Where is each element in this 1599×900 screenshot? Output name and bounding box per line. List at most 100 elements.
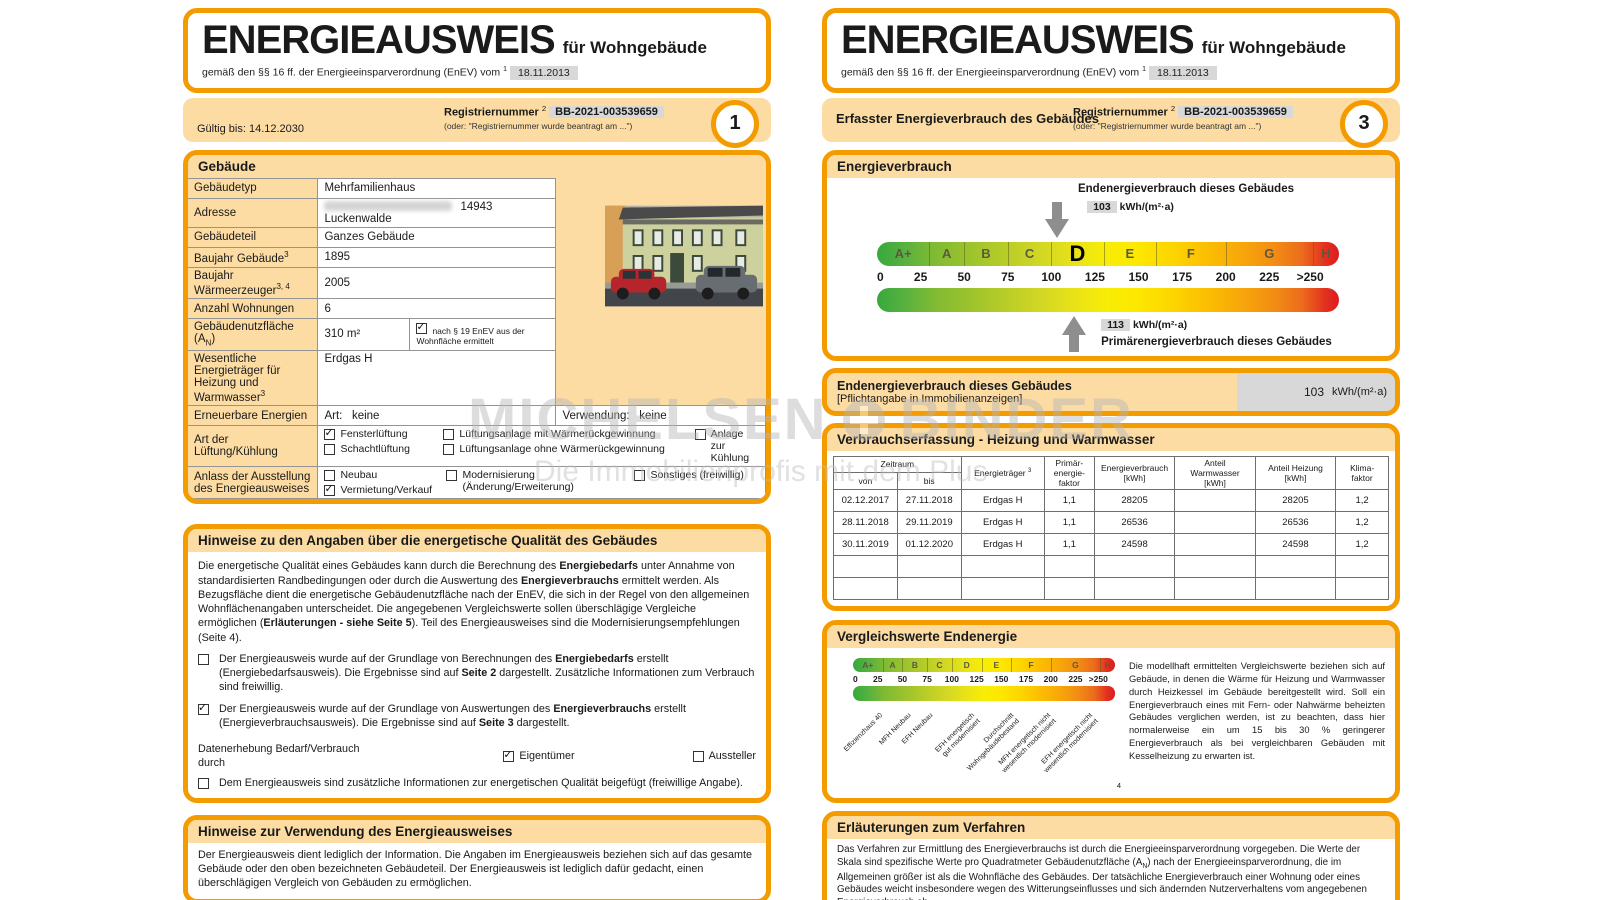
scale-letter-band: A+ A B C D E F G H [853,658,1115,673]
registration-block: Registriernummer 2 BB-2021-003539659 (od… [444,104,699,131]
tick-label: 150 [1128,269,1149,284]
registration-number: BB-2021-003539659 [549,106,664,119]
table-cell: 1,1 [1043,533,1095,557]
page-number-badge: 3 [1340,99,1388,148]
table-cell: 01.12.2020 [896,533,962,557]
table-cell: 26536 [1254,511,1337,535]
checkbox-modernisierung [446,470,458,482]
redacted-address [324,200,453,211]
page-title: ENERGIEAUSWEIS [841,18,1195,62]
registration-number: BB-2021-003539659 [1178,106,1293,119]
checkbox-energiebedarf [198,653,209,665]
table-row: 02.12.2017 27.11.2018 Erdgas H 1,1 28205 2820… [833,489,1389,513]
comparison-labels: 4 Effizienzhaus 40 MFH Neubau EFH Neubau EF… [843,710,1121,798]
page-subtitle: für Wohngebäude [562,38,707,57]
area-method-checkbox [416,320,428,335]
table-cell: 1,1 [1043,511,1095,535]
comparison-body: Die modellhaft ermittelten Vergleichswer… [1129,661,1385,761]
extra-info-option: Dem Energieausweis sind zusätzliche Info… [198,776,756,790]
table-cell [1174,511,1256,535]
checkbox-lueftung-mit-wrg [443,429,455,441]
table-cell [1043,555,1095,579]
scale-letter: H [1321,245,1331,261]
tick-label: 150 [994,674,1009,685]
table-cell: 26536 [1093,511,1176,535]
scale-letter: A+ [862,660,874,671]
energy-scale: Endenergieverbrauch dieses Gebäudes 103 … [877,178,1339,356]
tick-label: 0 [877,269,884,284]
class-divider [951,658,953,673]
table-cell: 28205 [1254,489,1337,513]
table-cell [1174,577,1256,601]
usage-notes-section: Hinweise zur Verwendung des Energieauswe… [183,814,771,900]
table-cell: 27.11.2018 [896,489,962,513]
table-cell [1093,577,1176,601]
table-cell: 1,2 [1335,489,1389,513]
usage-notes-title: Hinweise zur Verwendung des Energieauswe… [188,819,766,843]
table-cell: 30.11.2019 [833,533,898,557]
table-row [833,577,1389,601]
class-divider [1007,241,1009,266]
table-row [833,555,1389,579]
scale-letter: C [1024,245,1035,261]
table-cell [833,577,898,601]
checkbox-energieverbrauch [198,701,209,715]
scale-gradient-bar [877,287,1339,312]
tick-label: 225 [1068,674,1083,685]
class-divider [964,241,966,266]
law-date: 18.11.2013 [1149,65,1217,80]
tick-label: 125 [969,674,984,685]
checkbox-aussteller [692,751,704,763]
building-photo [605,205,763,306]
table-cell: 24598 [1093,533,1176,557]
scale-letter: A+ [894,245,912,261]
class-divider [1225,241,1227,266]
class-divider [929,241,931,266]
usage-notes-body: Der Energieausweis dient lediglich der I… [198,848,752,890]
page-subtitle: für Wohngebäude [1201,38,1346,57]
quality-notes-section: Hinweise zu den Angaben über die energet… [183,524,771,803]
table-cell [1043,577,1095,601]
class-divider [1155,241,1157,266]
certificate-page-3: ENERGIEAUSWEIS für Wohngebäude gemäß den … [822,8,1400,900]
class-divider [1312,241,1314,266]
scale-letter: D [1069,240,1086,266]
class-divider [927,658,929,673]
law-line: gemäß den §§ 16 ff. der Energieeinsparve… [841,64,1381,80]
tick-label: 125 [1084,269,1105,284]
table-cell: Erdgas H [960,533,1045,557]
tick-label: 100 [944,674,959,685]
scale-letter: F [1028,660,1034,671]
class-divider [1100,658,1102,673]
table-cell [960,577,1045,601]
energy-consumption-section: Energieverbrauch Endenergieverbrauch die… [822,149,1400,361]
tick-label: 0 [853,674,858,685]
registration-block: Registriernummer 2 BB-2021-003539659 (od… [1073,104,1328,131]
table-cell: 24598 [1254,533,1337,557]
table-cell [1335,555,1389,579]
table-cell: Erdgas H [960,489,1045,513]
law-line: gemäß den §§ 16 ff. der Energieeinsparve… [202,64,752,80]
table-row: 28.11.2018 29.11.2019 Erdgas H 1,1 26536 2653… [833,511,1389,535]
valid-until: Gültig bis: 14.12.2030 [197,122,305,135]
scale-letter: A [889,660,896,671]
consumption-record-section: Verbrauchserfassung - Heizung und Warmwa… [822,422,1400,612]
tick-label: 50 [957,269,971,284]
checkbox-lueftung-ohne-wrg [443,444,455,456]
end-energy-banner-value: 103 kWh/(m²·a) [1237,372,1395,411]
scale-letter: B [981,245,991,261]
scale-ticks: 0 25 50 75 100 125 150 175 200 225 >250 [877,270,1339,285]
certificate-page-1: ENERGIEAUSWEIS für Wohngebäude gemäß den … [183,8,771,900]
red-car [610,268,667,299]
end-energy-banner-subtitle: [Pflichtangabe in Immobilienanzeigen] [837,392,1023,405]
end-energy-arrow-icon [1044,201,1069,238]
table-cell: 28205 [1093,489,1176,513]
building-table: Gebäudetyp Mehrfamilienhaus Adresse 1494… [188,177,766,500]
end-energy-banner: Endenergieverbrauch dieses Gebäudes [Pfl… [822,367,1400,416]
validity-band: Gültig bis: 14.12.2030 Registriernummer … [183,97,771,148]
checkbox-vermietung [324,482,336,497]
table-cell: Erdgas H [960,511,1045,535]
quality-notes-body: Die energetische Qualität eines Gebäudes… [198,560,750,644]
table-cell [896,577,962,601]
